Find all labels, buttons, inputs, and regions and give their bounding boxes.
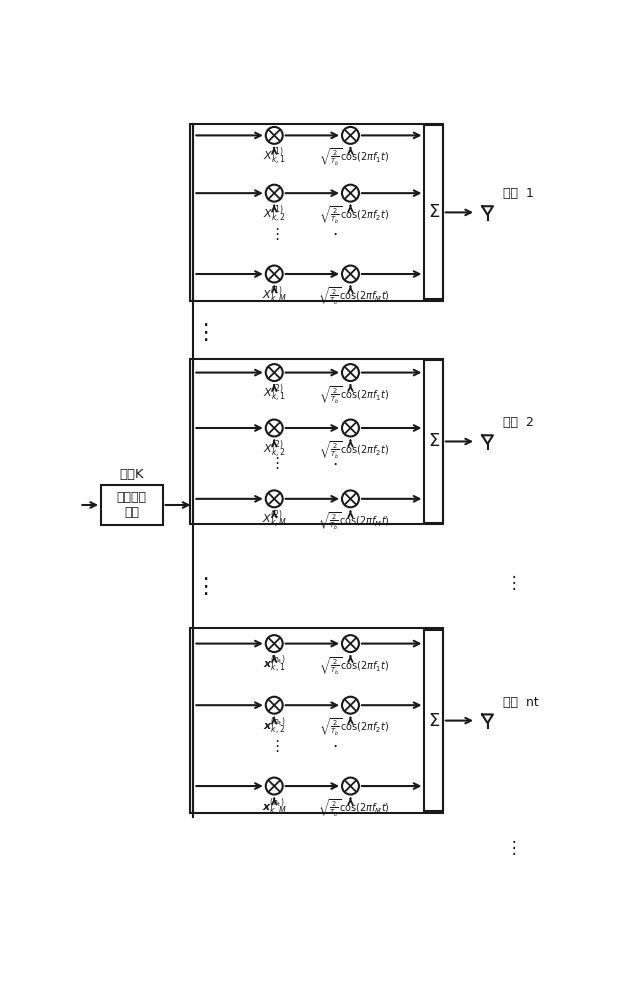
- Bar: [424, 360, 443, 523]
- Text: $\sqrt{\frac{2}{T_b}}\cos(2\pi f_M t)$: $\sqrt{\frac{2}{T_b}}\cos(2\pi f_M t)$: [318, 510, 390, 531]
- Text: $\vdots$: $\vdots$: [505, 572, 516, 591]
- Bar: [190, 628, 443, 813]
- Bar: [101, 485, 163, 525]
- Text: $X_{k,M}^{{(1)}}$: $X_{k,M}^{{(1)}}$: [262, 285, 287, 307]
- Text: $X_{k,1}^{{(2)}}$: $X_{k,1}^{{(2)}}$: [263, 383, 286, 405]
- Text: $\sqrt{\frac{2}{T_b}}\cos(2\pi f_2 t)$: $\sqrt{\frac{2}{T_b}}\cos(2\pi f_2 t)$: [319, 716, 389, 737]
- Text: 天线  2: 天线 2: [503, 416, 534, 429]
- Text: $\sqrt{\frac{2}{T_b}}\cos(2\pi f_M t)$: $\sqrt{\frac{2}{T_b}}\cos(2\pi f_M t)$: [318, 285, 390, 306]
- Text: $\Sigma$: $\Sigma$: [427, 432, 440, 450]
- Text: $X_{k,2}^{{(2)}}$: $X_{k,2}^{{(2)}}$: [263, 439, 285, 461]
- Text: 天线  nt: 天线 nt: [503, 696, 539, 709]
- Text: $\cdot$: $\cdot$: [332, 225, 338, 243]
- Text: $\cdot$: $\cdot$: [332, 454, 338, 472]
- Bar: [424, 630, 443, 811]
- Text: $\boldsymbol{x}_{k,M}^{(\mathrm{n_t})}$: $\boldsymbol{x}_{k,M}^{(\mathrm{n_t})}$: [262, 797, 287, 819]
- Text: $\sqrt{\frac{2}{T_b}}\cos(2\pi f_M t)$: $\sqrt{\frac{2}{T_b}}\cos(2\pi f_M t)$: [318, 797, 390, 818]
- Text: $X_{k,M}^{{(2)}}$: $X_{k,M}^{{(2)}}$: [262, 509, 287, 531]
- Text: $X_{k,2}^{{(1)}}$: $X_{k,2}^{{(1)}}$: [263, 204, 285, 226]
- Text: $\vdots$: $\vdots$: [269, 226, 280, 242]
- Bar: [190, 124, 443, 301]
- Text: $\sqrt{\frac{2}{T_b}}\cos(2\pi f_2 t)$: $\sqrt{\frac{2}{T_b}}\cos(2\pi f_2 t)$: [319, 204, 389, 225]
- Text: $\sqrt{\frac{2}{T_b}}\cos(2\pi f_1 t)$: $\sqrt{\frac{2}{T_b}}\cos(2\pi f_1 t)$: [319, 147, 389, 167]
- Text: 用户K: 用户K: [120, 468, 144, 481]
- Text: $\Sigma$: $\Sigma$: [427, 203, 440, 221]
- Text: $\Sigma$: $\Sigma$: [427, 712, 440, 730]
- Text: $\sqrt{\frac{2}{T_b}}\cos(2\pi f_1 t)$: $\sqrt{\frac{2}{T_b}}\cos(2\pi f_1 t)$: [319, 655, 389, 676]
- Text: 天线  1: 天线 1: [503, 187, 534, 200]
- Text: $\vdots$: $\vdots$: [269, 455, 280, 471]
- Text: 极化非归
零码: 极化非归 零码: [117, 491, 147, 519]
- Bar: [424, 125, 443, 299]
- Text: $\boldsymbol{x}_{k,1}^{(\mathrm{n_t})}$: $\boldsymbol{x}_{k,1}^{(\mathrm{n_t})}$: [263, 654, 285, 676]
- Text: $\sqrt{\frac{2}{T_b}}\cos(2\pi f_2 t)$: $\sqrt{\frac{2}{T_b}}\cos(2\pi f_2 t)$: [319, 439, 389, 460]
- Text: $\vdots$: $\vdots$: [194, 321, 208, 343]
- Text: $\vdots$: $\vdots$: [269, 738, 280, 754]
- Text: $\cdot$: $\cdot$: [332, 737, 338, 755]
- Bar: [190, 359, 443, 524]
- Text: $\boldsymbol{x}_{k,2}^{(\mathrm{n_t})}$: $\boldsymbol{x}_{k,2}^{(\mathrm{n_t})}$: [263, 716, 285, 738]
- Text: $X_{k,1}^{{(1)}}$: $X_{k,1}^{{(1)}}$: [263, 146, 286, 168]
- Text: $\vdots$: $\vdots$: [194, 575, 208, 597]
- Text: $\sqrt{\frac{2}{T_b}}\cos(2\pi f_1 t)$: $\sqrt{\frac{2}{T_b}}\cos(2\pi f_1 t)$: [319, 384, 389, 405]
- Text: $\vdots$: $\vdots$: [505, 838, 516, 857]
